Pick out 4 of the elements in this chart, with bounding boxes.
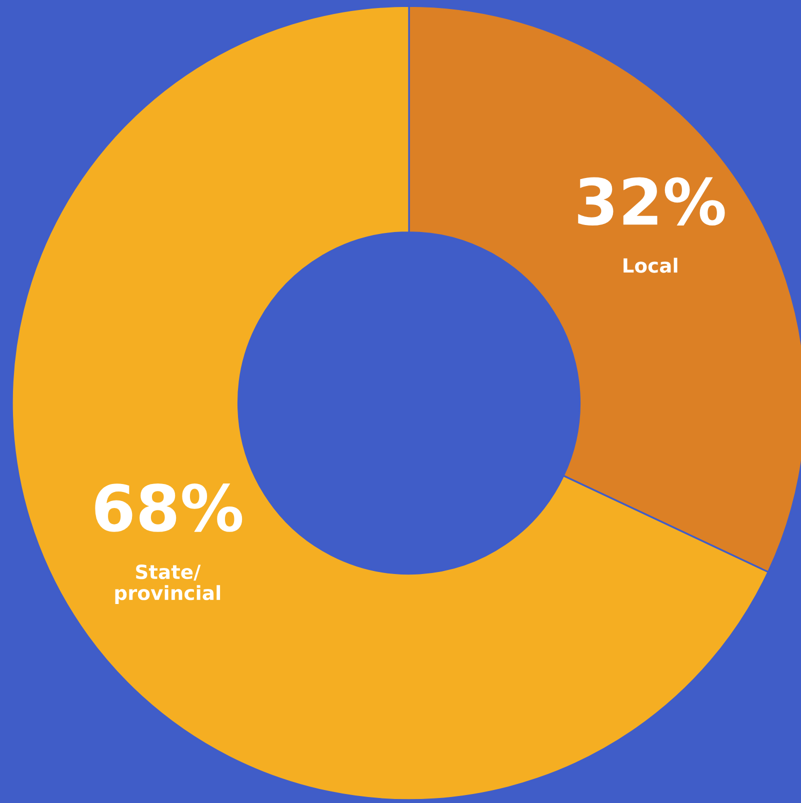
data-label: 32%: [578, 177, 725, 226]
slice-label: State/ provincial: [115, 564, 220, 604]
slice-label: Local: [624, 258, 678, 273]
data-label: 68%: [95, 484, 242, 532]
